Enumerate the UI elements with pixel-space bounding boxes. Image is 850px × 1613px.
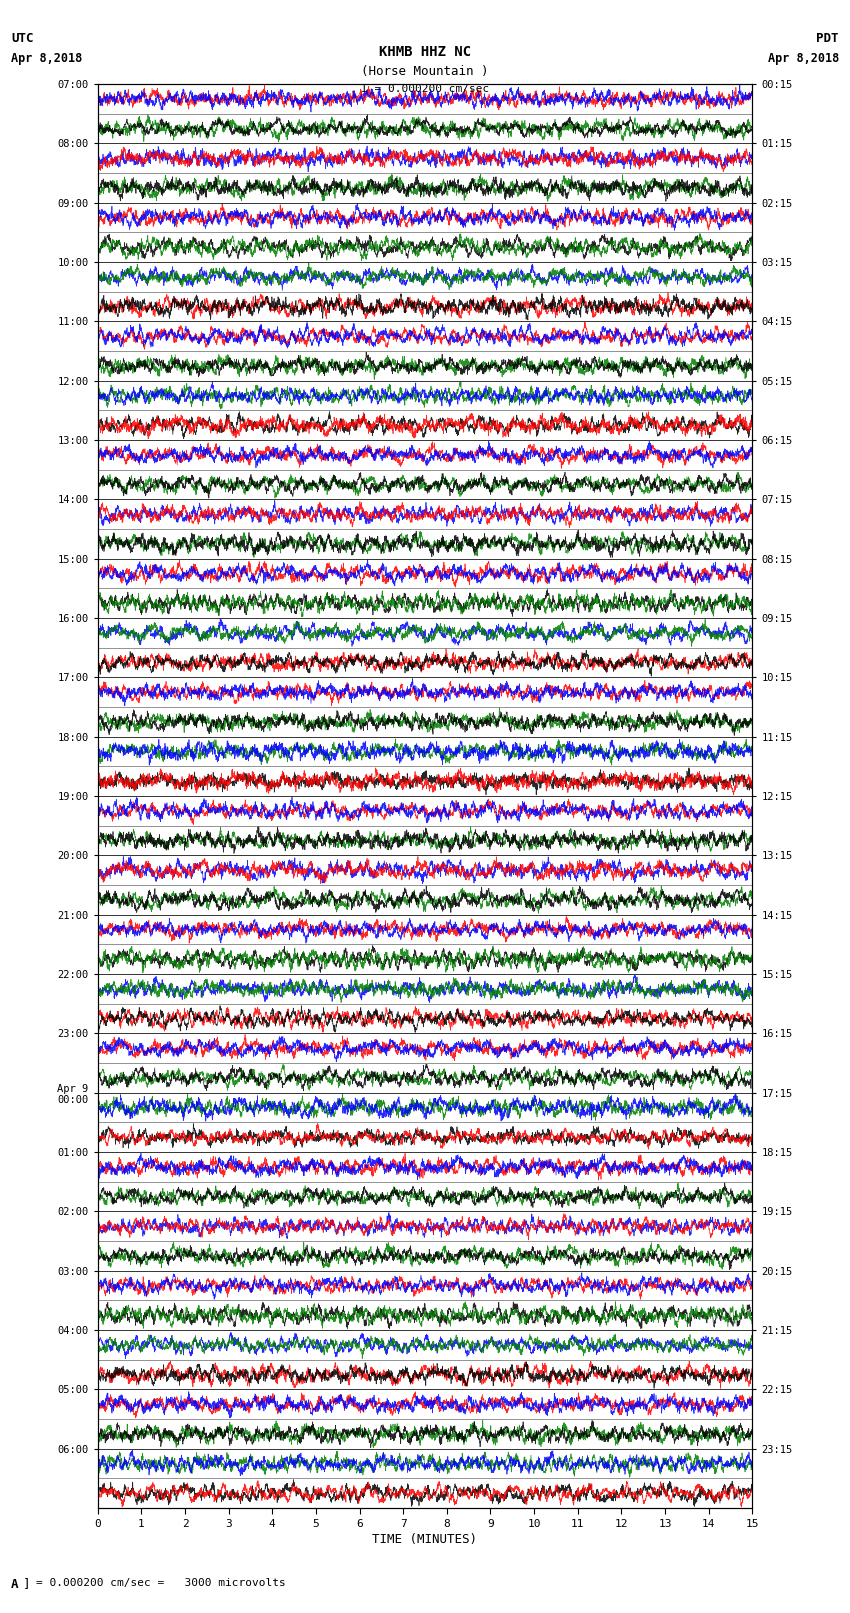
- Text: UTC: UTC: [11, 32, 33, 45]
- Text: (Horse Mountain ): (Horse Mountain ): [361, 65, 489, 77]
- X-axis label: TIME (MINUTES): TIME (MINUTES): [372, 1532, 478, 1545]
- Text: = 0.000200 cm/sec =   3000 microvolts: = 0.000200 cm/sec = 3000 microvolts: [36, 1578, 286, 1587]
- Text: Apr 8,2018: Apr 8,2018: [768, 52, 839, 65]
- Text: PDT: PDT: [817, 32, 839, 45]
- Text: ]: ]: [23, 1578, 31, 1590]
- Text: I = 0.000200 cm/sec: I = 0.000200 cm/sec: [361, 84, 489, 94]
- Text: KHMB HHZ NC: KHMB HHZ NC: [379, 45, 471, 60]
- Text: A: A: [11, 1578, 19, 1590]
- Text: Apr 8,2018: Apr 8,2018: [11, 52, 82, 65]
